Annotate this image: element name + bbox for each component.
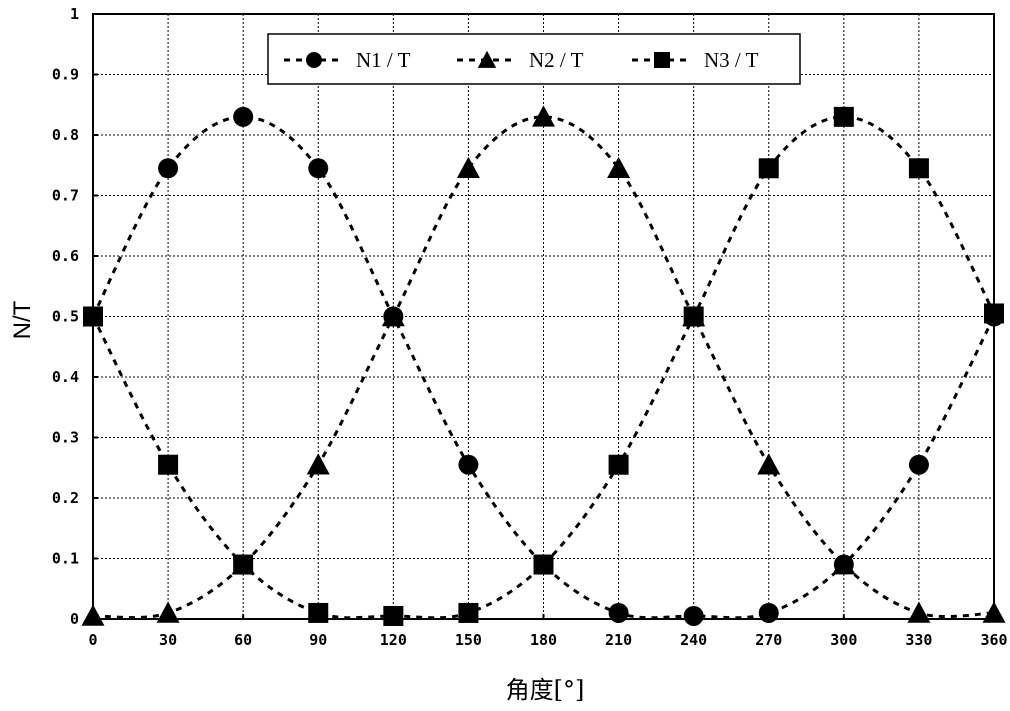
data-point-circle [308, 158, 329, 179]
x-tick-label: 60 [234, 631, 252, 649]
data-point-circle [458, 454, 479, 475]
y-tick-labels: 0 0.1 0.2 0.3 0.4 0.5 0.6 0.7 0.8 0.9 1 [52, 5, 79, 628]
data-point-triangle [456, 156, 480, 179]
data-point-triangle [907, 601, 931, 623]
data-point-square [308, 602, 329, 623]
x-tick-label: 240 [680, 631, 707, 649]
data-point-triangle [156, 601, 180, 623]
data-point-square [758, 158, 779, 179]
y-tick-label: 0.7 [52, 187, 79, 205]
data-point-circle [908, 454, 929, 475]
x-tick-label: 210 [605, 631, 632, 649]
y-tick-label: 1 [70, 5, 79, 23]
data-point-triangle [832, 553, 856, 575]
x-tick-label: 90 [309, 631, 327, 649]
x-tick-label: 30 [159, 631, 177, 649]
y-tick-label: 0.5 [52, 308, 79, 326]
data-point-circle [158, 158, 179, 179]
legend-marker-square [654, 52, 670, 68]
data-point-triangle [81, 604, 105, 626]
data-point-square [458, 602, 479, 623]
legend-box [267, 33, 801, 85]
grid [93, 14, 994, 619]
data-point-triangle [381, 305, 405, 327]
y-tick-label: 0.2 [52, 489, 79, 507]
legend-label: N3 / T [704, 48, 759, 72]
data-point-square [383, 605, 404, 626]
series-line-3 [91, 115, 996, 620]
x-tick-label: 180 [530, 631, 557, 649]
legend: N1 / T N2 / T N3 / T [267, 33, 801, 85]
y-tick-label: 0.1 [52, 550, 79, 568]
data-point-square [158, 454, 179, 475]
data-point-square [683, 306, 704, 327]
legend-marker-circle [306, 52, 322, 68]
series-line-1 [91, 115, 996, 620]
data-point-square [984, 303, 1004, 324]
y-tick-label: 0.9 [52, 66, 79, 84]
legend-label: N2 / T [529, 48, 584, 72]
data-point-square [608, 454, 629, 475]
x-tick-label: 120 [380, 631, 407, 649]
y-tick-label: 0.6 [52, 247, 79, 265]
data-point-circle [233, 106, 254, 127]
series-group [81, 105, 1006, 626]
data-point-circle [758, 602, 779, 623]
y-tick-label: 0 [70, 610, 79, 628]
legend-marker-triangle [477, 50, 497, 68]
data-point-circle [608, 602, 629, 623]
data-point-square [233, 554, 254, 575]
series-2 [81, 105, 1006, 626]
y-tick-label: 0.3 [52, 429, 79, 447]
data-point-triangle [607, 156, 631, 179]
data-point-circle [683, 605, 704, 626]
data-point-square [533, 554, 554, 575]
x-tick-label: 0 [88, 631, 97, 649]
y-axis-title: N/T [9, 300, 36, 339]
series-line-2 [92, 115, 995, 620]
x-tick-label: 150 [455, 631, 482, 649]
data-point-square [83, 306, 103, 327]
data-point-square [908, 158, 929, 179]
data-point-triangle [306, 453, 330, 475]
y-tick-label: 0.8 [52, 126, 79, 144]
data-point-triangle [532, 105, 555, 127]
x-tick-label: 360 [980, 631, 1007, 649]
x-tick-label: 300 [830, 631, 857, 649]
x-tick-labels: 0 30 60 90 120 150 180 210 240 270 300 330 360 [88, 631, 1007, 649]
series-3 [83, 106, 1004, 626]
data-point-square [833, 106, 854, 127]
x-axis-title: 角度[°] [506, 676, 585, 704]
data-point-triangle [757, 453, 781, 475]
data-point-triangle [982, 601, 1006, 623]
x-tick-label: 330 [905, 631, 932, 649]
x-tick-label: 270 [755, 631, 782, 649]
y-tick-label: 0.4 [52, 368, 79, 386]
legend-label: N1 / T [356, 48, 411, 72]
